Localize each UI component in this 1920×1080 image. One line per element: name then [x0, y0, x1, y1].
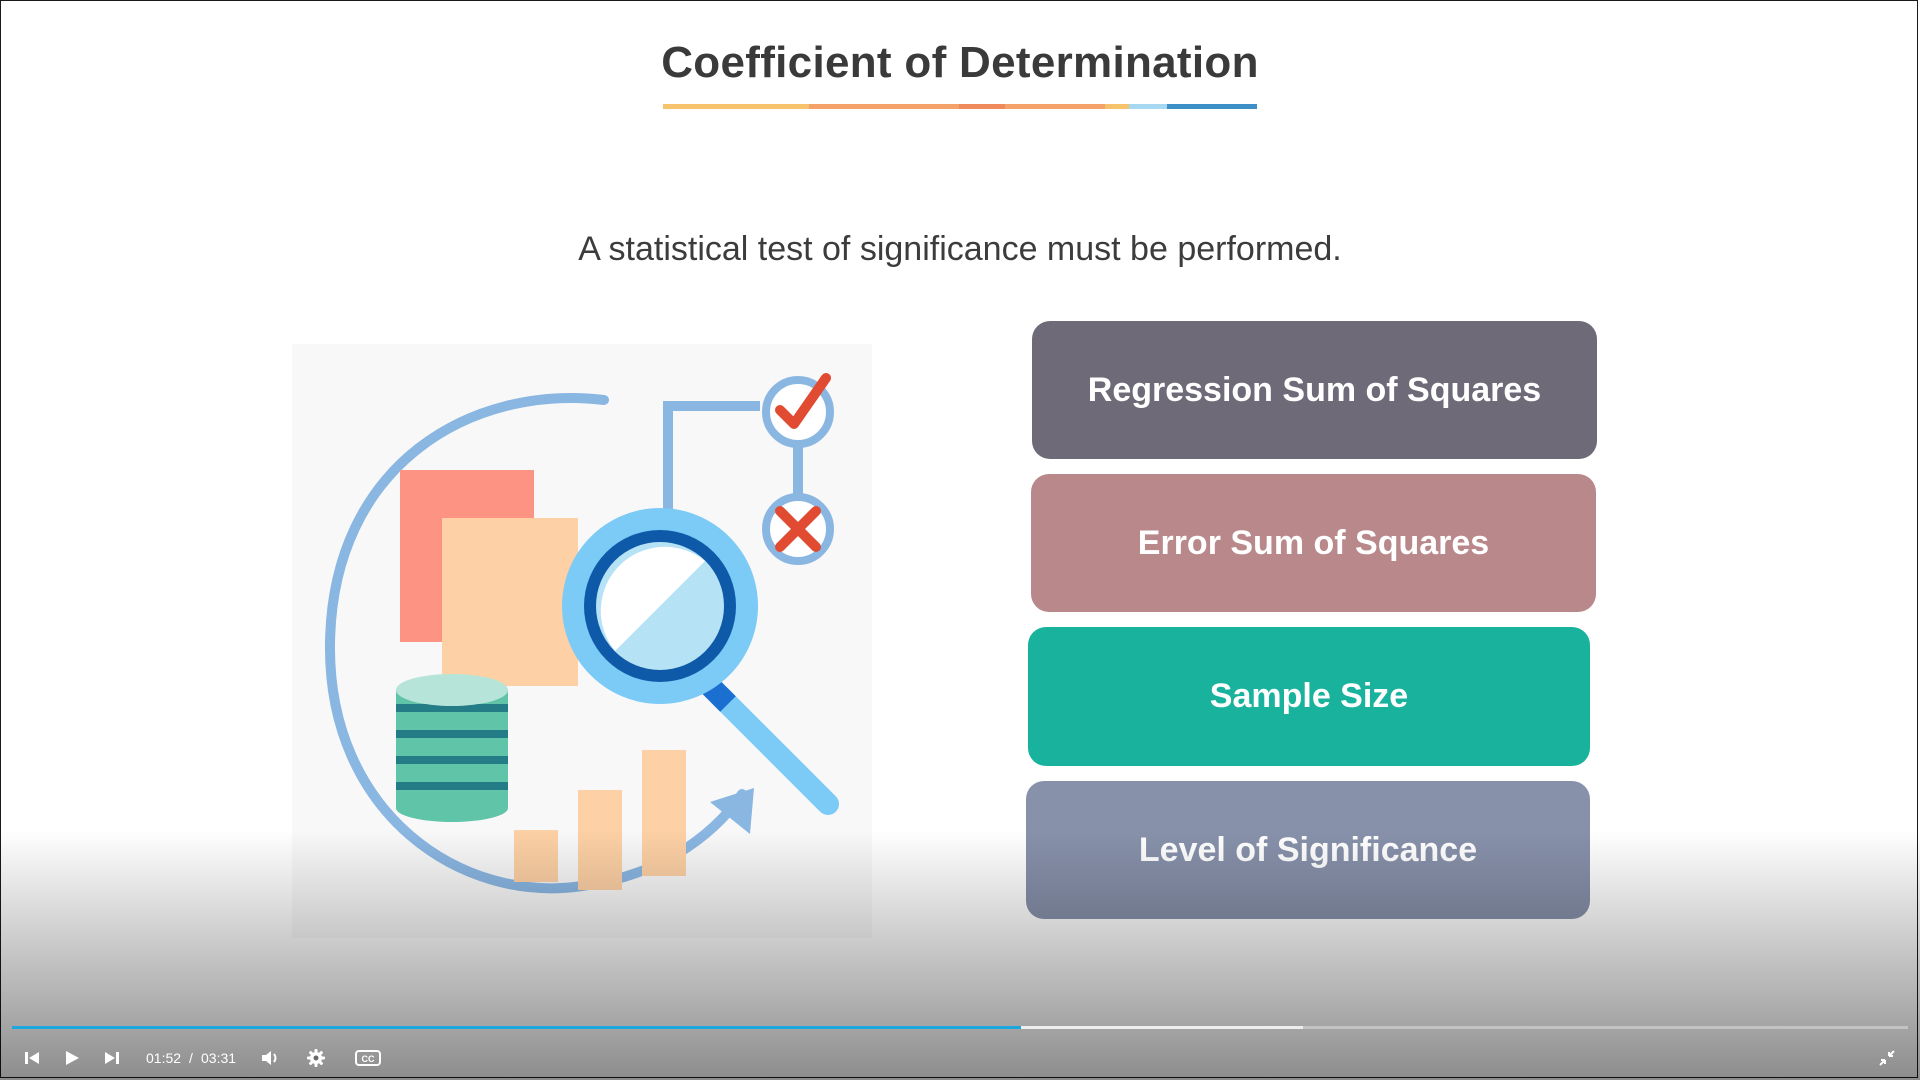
seek-bar-played: [12, 1026, 1021, 1029]
seek-bar[interactable]: [12, 1026, 1908, 1029]
option-label: Error Sum of Squares: [1137, 523, 1490, 562]
database-icon: [396, 674, 508, 822]
slide-subtitle: A statistical test of significance must …: [578, 230, 1342, 268]
closed-captions-button[interactable]: CC: [351, 1044, 385, 1072]
skip-back-icon: [25, 1052, 39, 1064]
option-error-sum-of-squares[interactable]: Error Sum of Squares: [1031, 474, 1596, 612]
check-mark-icon: [762, 373, 834, 448]
illustration: [292, 344, 872, 938]
closed-captions-icon: CC: [355, 1050, 381, 1066]
exit-fullscreen-button[interactable]: [1872, 1044, 1902, 1072]
option-label: Level of Significance: [1138, 830, 1478, 869]
bar-chart-icon: [514, 750, 686, 890]
skip-forward-button[interactable]: [97, 1044, 127, 1072]
duration: 03:31: [201, 1050, 237, 1066]
svg-text:CC: CC: [362, 1054, 375, 1064]
current-time: 01:52: [146, 1050, 182, 1066]
magnifier-icon: [562, 508, 839, 815]
option-regression-sum-of-squares[interactable]: Regression Sum of Squares: [1032, 321, 1597, 459]
volume-button[interactable]: [255, 1044, 285, 1072]
play-button[interactable]: [57, 1044, 87, 1072]
settings-gear-icon: [307, 1049, 325, 1067]
play-icon: [66, 1051, 79, 1065]
skip-forward-icon: [105, 1052, 119, 1064]
option-level-of-significance[interactable]: Level of Significance: [1026, 781, 1590, 919]
option-sample-size[interactable]: Sample Size: [1028, 627, 1590, 766]
exit-fullscreen-icon: [1879, 1050, 1895, 1066]
settings-button[interactable]: [301, 1044, 331, 1072]
option-label: Sample Size: [1209, 677, 1409, 715]
skip-back-button[interactable]: [17, 1044, 47, 1072]
cross-mark-icon: [762, 493, 834, 565]
documents-icon: [400, 470, 578, 686]
time-separator: /: [189, 1050, 193, 1066]
option-label: Regression Sum of Squares: [1087, 370, 1542, 409]
volume-icon: [262, 1051, 277, 1065]
title-underline: [663, 104, 1257, 109]
player-controls: 01:52 / 03:31 CC: [0, 1040, 1920, 1076]
slide-title: Coefficient of Determination: [661, 38, 1259, 87]
